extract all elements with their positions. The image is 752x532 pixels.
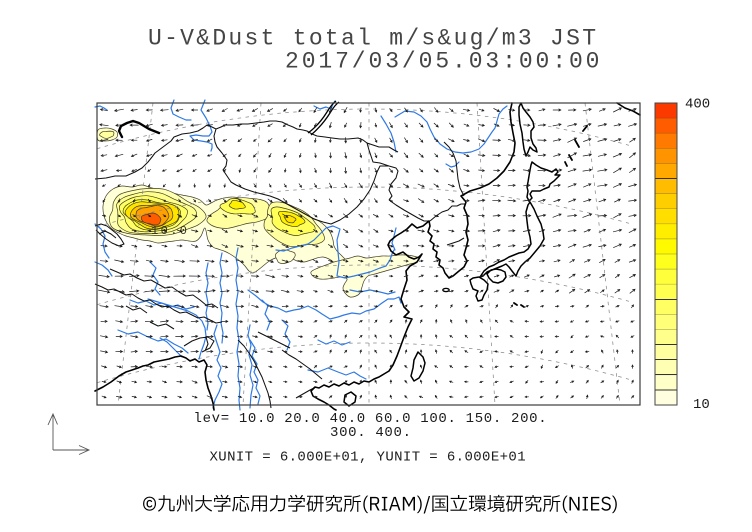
svg-text:U-V&Dust total m/s&ug/m3 JST: U-V&Dust total m/s&ug/m3 JST (148, 26, 598, 52)
svg-text:lev= 10.0 20.0 40.0 60.0 100.: lev= 10.0 20.0 40.0 60.0 100. 150. 200. (194, 411, 548, 427)
svg-text:2017/03/05.03:00:00: 2017/03/05.03:00:00 (285, 49, 602, 75)
svg-text:10: 10 (693, 397, 710, 413)
svg-text:XUNIT = 6.000E+01, YUNIT = 6.0: XUNIT = 6.000E+01, YUNIT = 6.000E+01 (210, 449, 527, 465)
svg-text:10.0: 10.0 (151, 224, 189, 238)
svg-text:300. 400.: 300. 400. (330, 425, 412, 441)
svg-text:400: 400 (685, 96, 710, 112)
